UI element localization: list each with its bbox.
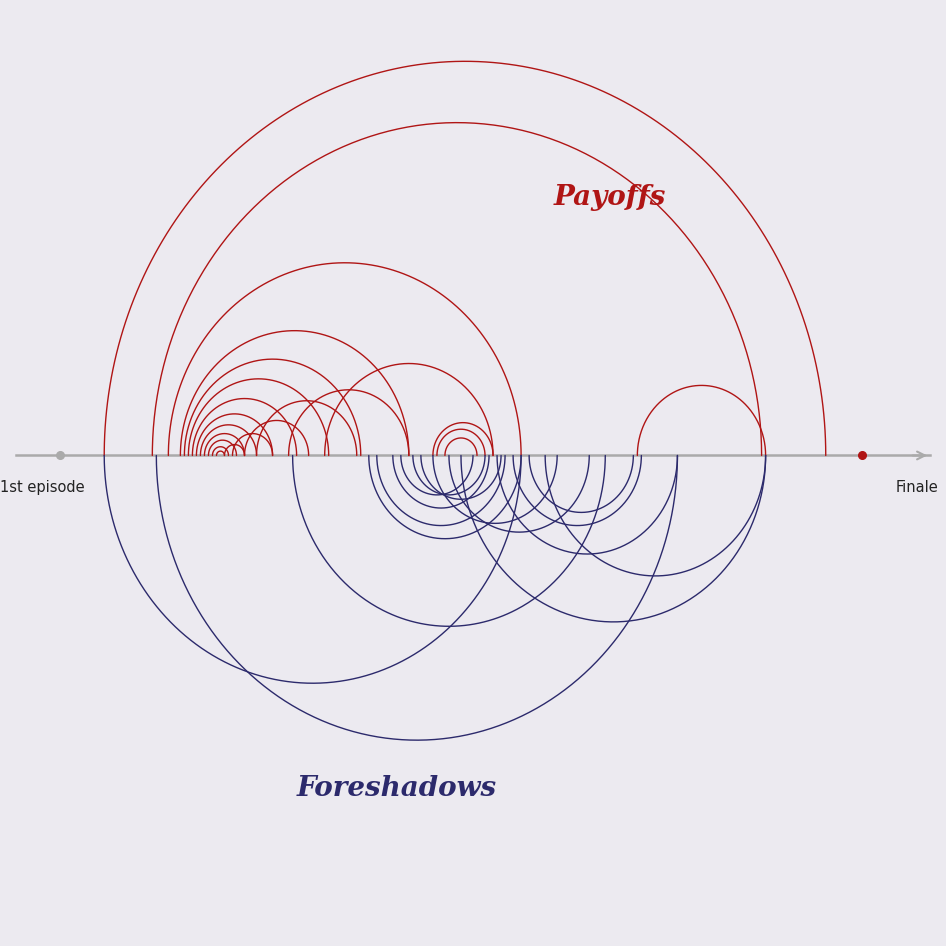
Text: Finale: Finale [895,480,938,495]
Text: 1st episode: 1st episode [0,480,84,495]
Text: Foreshadows: Foreshadows [297,775,497,802]
Text: Payoffs: Payoffs [553,184,666,211]
